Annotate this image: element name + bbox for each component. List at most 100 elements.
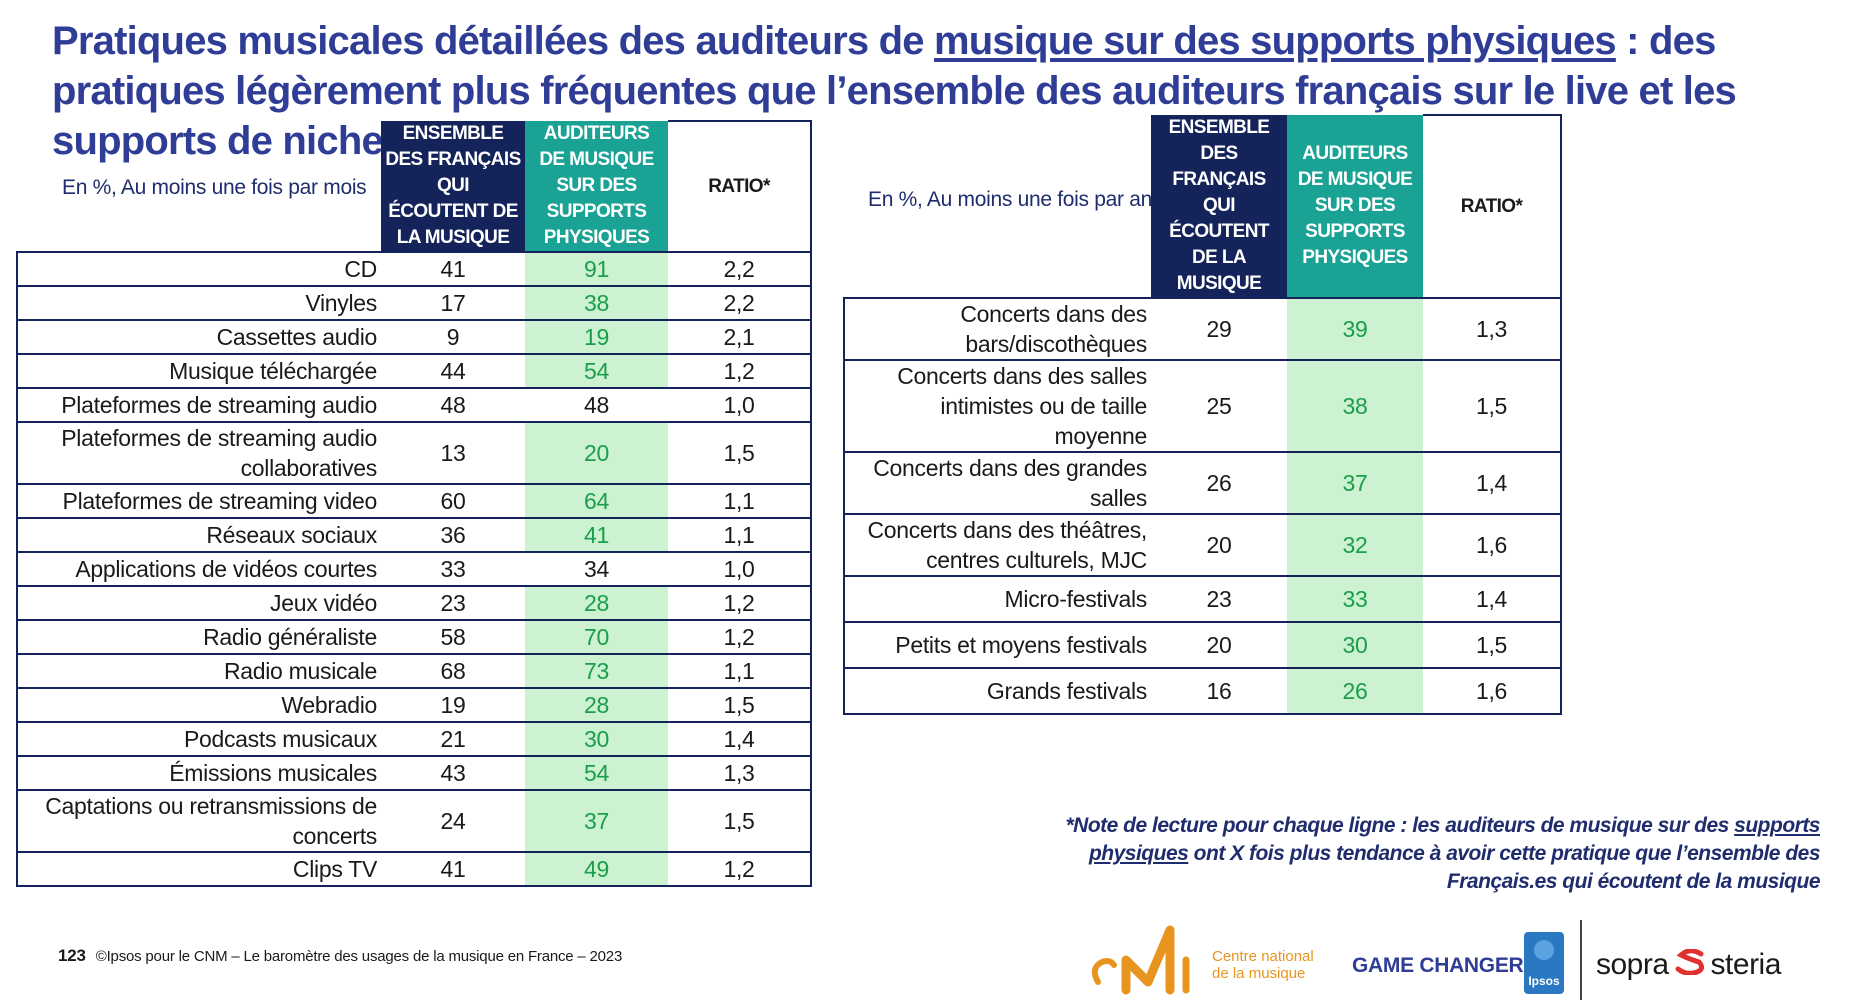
value-auditeurs-supports: 73 xyxy=(525,653,668,689)
row-label: Radio musicale xyxy=(16,653,381,689)
row-label: Cassettes audio xyxy=(16,319,381,355)
cnm-line2: de la musique xyxy=(1212,965,1306,982)
header-ratio: RATIO* xyxy=(668,120,812,252)
table-row: CD 41 91 2,2 xyxy=(16,251,812,287)
value-ratio: 1,0 xyxy=(668,387,812,423)
value-ensemble-francais: 20 xyxy=(1151,621,1287,669)
value-auditeurs-supports: 91 xyxy=(525,251,668,287)
row-label: Plateformes de streaming audio collabora… xyxy=(16,421,381,485)
value-ensemble-francais: 20 xyxy=(1151,513,1287,577)
header-auditeurs-supports: AUDITEURS DE MUSIQUE SUR DES SUPPORTS PH… xyxy=(1287,115,1423,298)
value-auditeurs-supports: 30 xyxy=(1287,621,1423,669)
title-part2: : des pratiques légèrement plus fréquent… xyxy=(52,19,1737,163)
value-ratio: 1,5 xyxy=(1423,359,1562,453)
row-label: Concerts dans des théâtres, centres cult… xyxy=(843,513,1151,577)
table-row: Jeux vidéo 23 28 1,2 xyxy=(16,585,812,621)
value-ratio: 1,5 xyxy=(668,687,812,723)
value-ensemble-francais: 24 xyxy=(381,789,525,853)
value-ratio: 1,4 xyxy=(668,721,812,757)
table-row: Musique téléchargée 44 54 1,2 xyxy=(16,353,812,389)
row-label: Plateformes de streaming video xyxy=(16,483,381,519)
table-row: Radio musicale 68 73 1,1 xyxy=(16,653,812,689)
value-ensemble-francais: 19 xyxy=(381,687,525,723)
table-row: Grands festivals 16 26 1,6 xyxy=(843,667,1562,715)
note-underlined: supports physiques xyxy=(1088,814,1821,865)
value-auditeurs-supports: 49 xyxy=(525,851,668,887)
table-row: Émissions musicales 43 54 1,3 xyxy=(16,755,812,791)
left-table-caption: En %, Au moins une fois par mois xyxy=(62,176,367,199)
value-ensemble-francais: 16 xyxy=(1151,667,1287,715)
row-label: Concerts dans des grandes salles xyxy=(843,451,1151,515)
value-auditeurs-supports: 20 xyxy=(525,421,668,485)
header-spacer xyxy=(844,115,1151,298)
value-auditeurs-supports: 39 xyxy=(1287,297,1423,361)
value-ensemble-francais: 23 xyxy=(381,585,525,621)
value-ratio: 2,2 xyxy=(668,285,812,321)
row-label: Podcasts musicaux xyxy=(16,721,381,757)
value-ratio: 1,2 xyxy=(668,619,812,655)
table-row: Cassettes audio 9 19 2,1 xyxy=(16,319,812,355)
ipsos-logo-text: Ipsos xyxy=(1528,974,1560,988)
value-ensemble-francais: 9 xyxy=(381,319,525,355)
row-label: Concerts dans des salles intimistes ou d… xyxy=(843,359,1151,453)
value-auditeurs-supports: 54 xyxy=(525,353,668,389)
value-ensemble-francais: 58 xyxy=(381,619,525,655)
table-row: Radio généraliste 58 70 1,2 xyxy=(16,619,812,655)
value-auditeurs-supports: 37 xyxy=(1287,451,1423,515)
table-row: Plateformes de streaming audio collabora… xyxy=(16,421,812,485)
page-number: 123 xyxy=(58,946,86,965)
header-ratio: RATIO* xyxy=(1423,114,1562,298)
table-row: Clips TV 41 49 1,2 xyxy=(16,851,812,887)
value-ensemble-francais: 33 xyxy=(381,551,525,587)
row-label: Émissions musicales xyxy=(16,755,381,791)
value-auditeurs-supports: 34 xyxy=(525,551,668,587)
row-label: Concerts dans des bars/discothèques xyxy=(843,297,1151,361)
table-row: Podcasts musicaux 21 30 1,4 xyxy=(16,721,812,757)
value-ratio: 1,4 xyxy=(1423,451,1562,515)
value-ratio: 1,5 xyxy=(668,421,812,485)
value-ensemble-francais: 68 xyxy=(381,653,525,689)
value-ensemble-francais: 21 xyxy=(381,721,525,757)
value-auditeurs-supports: 30 xyxy=(525,721,668,757)
value-ratio: 2,1 xyxy=(668,319,812,355)
value-ratio: 1,2 xyxy=(668,353,812,389)
value-auditeurs-supports: 41 xyxy=(525,517,668,553)
logo-divider xyxy=(1580,920,1582,1000)
row-label: Radio généraliste xyxy=(16,619,381,655)
ipsos-circle-icon xyxy=(1534,940,1554,960)
sopra-text: sopra xyxy=(1596,948,1669,981)
game-changers-logo: GAME CHANGERS xyxy=(1352,954,1538,977)
row-label: Plateformes de streaming audio xyxy=(16,387,381,423)
sopra-steria-mark-icon xyxy=(1675,948,1705,983)
value-ratio: 1,5 xyxy=(1423,621,1562,669)
value-auditeurs-supports: 33 xyxy=(1287,575,1423,623)
value-ratio: 1,5 xyxy=(668,789,812,853)
value-ensemble-francais: 41 xyxy=(381,251,525,287)
row-label: Clips TV xyxy=(16,851,381,887)
yearly-practices-table: ENSEMBLE DES FRANÇAIS QUI ÉCOUTENT DE LA… xyxy=(843,114,1562,715)
row-label: Applications de vidéos courtes xyxy=(16,551,381,587)
header-ensemble-francais: ENSEMBLE DES FRANÇAIS QUI ÉCOUTENT DE LA… xyxy=(1151,115,1287,298)
value-ensemble-francais: 60 xyxy=(381,483,525,519)
partner-logos: Centre national de la musique GAME CHANG… xyxy=(1090,920,1830,1000)
row-label: Vinyles xyxy=(16,285,381,321)
header-ensemble-francais: ENSEMBLE DES FRANÇAIS QUI ÉCOUTENT DE LA… xyxy=(381,121,525,252)
value-ensemble-francais: 41 xyxy=(381,851,525,887)
table-row: Concerts dans des théâtres, centres cult… xyxy=(843,513,1562,577)
footer-credit: ©Ipsos pour le CNM – Le baromètre des us… xyxy=(95,948,623,965)
row-label: Musique téléchargée xyxy=(16,353,381,389)
value-auditeurs-supports: 28 xyxy=(525,687,668,723)
row-label: Réseaux sociaux xyxy=(16,517,381,553)
value-ratio: 2,2 xyxy=(668,251,812,287)
cnm-logo xyxy=(1091,925,1190,995)
steria-text: steria xyxy=(1710,948,1782,981)
right-table-caption: En %, Au moins une fois par an xyxy=(868,188,1153,211)
value-ratio: 1,1 xyxy=(668,483,812,519)
value-ratio: 1,6 xyxy=(1423,513,1562,577)
reading-note: *Note de lecture pour chaque ligne : les… xyxy=(1040,812,1820,896)
value-ensemble-francais: 29 xyxy=(1151,297,1287,361)
value-auditeurs-supports: 54 xyxy=(525,755,668,791)
table-row: Vinyles 17 38 2,2 xyxy=(16,285,812,321)
value-ensemble-francais: 43 xyxy=(381,755,525,791)
table-row: Micro-festivals 23 33 1,4 xyxy=(843,575,1562,623)
